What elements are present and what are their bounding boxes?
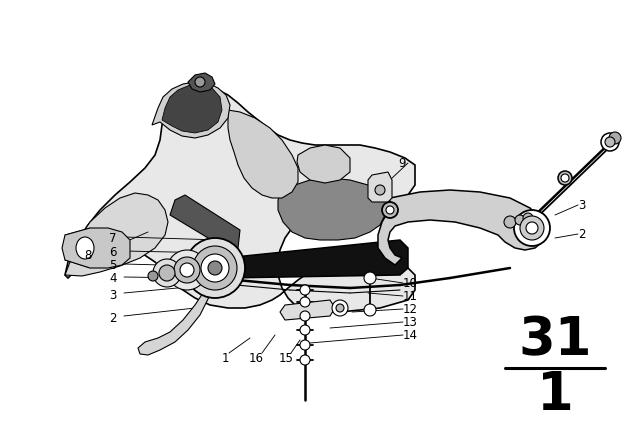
Circle shape bbox=[167, 250, 207, 290]
Circle shape bbox=[195, 77, 205, 87]
Text: 4: 4 bbox=[109, 271, 116, 284]
Circle shape bbox=[526, 222, 538, 234]
Ellipse shape bbox=[76, 237, 94, 259]
Circle shape bbox=[208, 261, 222, 275]
Polygon shape bbox=[215, 240, 408, 278]
Circle shape bbox=[148, 271, 158, 281]
Circle shape bbox=[300, 325, 310, 335]
Polygon shape bbox=[170, 195, 240, 250]
Circle shape bbox=[300, 311, 310, 321]
Circle shape bbox=[375, 185, 385, 195]
Polygon shape bbox=[65, 88, 415, 312]
Circle shape bbox=[153, 259, 181, 287]
Polygon shape bbox=[228, 110, 298, 198]
Circle shape bbox=[386, 206, 394, 214]
Polygon shape bbox=[278, 178, 388, 240]
Text: 3: 3 bbox=[579, 198, 586, 211]
Circle shape bbox=[174, 257, 200, 283]
Polygon shape bbox=[162, 84, 222, 133]
Circle shape bbox=[609, 132, 621, 144]
Circle shape bbox=[382, 202, 398, 218]
Text: 7: 7 bbox=[109, 232, 116, 245]
Circle shape bbox=[332, 300, 348, 316]
Polygon shape bbox=[152, 82, 230, 138]
Circle shape bbox=[336, 304, 344, 312]
Text: 13: 13 bbox=[403, 315, 417, 328]
Circle shape bbox=[300, 340, 310, 350]
Circle shape bbox=[605, 137, 615, 147]
Circle shape bbox=[601, 133, 619, 151]
Circle shape bbox=[193, 246, 237, 290]
Polygon shape bbox=[378, 190, 545, 265]
Circle shape bbox=[558, 171, 572, 185]
Polygon shape bbox=[368, 172, 392, 202]
Polygon shape bbox=[188, 73, 215, 92]
Text: 16: 16 bbox=[248, 352, 264, 365]
Text: 10: 10 bbox=[403, 276, 417, 289]
Circle shape bbox=[520, 216, 544, 240]
Polygon shape bbox=[138, 275, 215, 355]
Text: 2: 2 bbox=[579, 228, 586, 241]
Text: 2: 2 bbox=[109, 311, 116, 324]
Circle shape bbox=[159, 265, 175, 281]
Text: 14: 14 bbox=[403, 328, 417, 341]
Circle shape bbox=[523, 213, 533, 223]
Polygon shape bbox=[280, 300, 335, 320]
Circle shape bbox=[364, 272, 376, 284]
Polygon shape bbox=[65, 193, 168, 276]
Circle shape bbox=[300, 297, 310, 307]
Circle shape bbox=[180, 263, 194, 277]
Text: 8: 8 bbox=[84, 249, 92, 262]
Text: 31: 31 bbox=[518, 314, 592, 366]
Circle shape bbox=[514, 210, 550, 246]
Text: 1: 1 bbox=[221, 352, 228, 365]
Circle shape bbox=[185, 238, 245, 298]
Text: 6: 6 bbox=[109, 246, 116, 258]
Text: 12: 12 bbox=[403, 302, 417, 315]
Circle shape bbox=[300, 285, 310, 295]
Circle shape bbox=[364, 304, 376, 316]
Circle shape bbox=[504, 216, 516, 228]
Text: 15: 15 bbox=[278, 352, 293, 365]
Circle shape bbox=[300, 355, 310, 365]
Circle shape bbox=[201, 254, 229, 282]
Polygon shape bbox=[297, 145, 350, 183]
Circle shape bbox=[515, 215, 525, 225]
Text: 5: 5 bbox=[109, 258, 116, 271]
Text: 9: 9 bbox=[398, 156, 406, 169]
Text: 1: 1 bbox=[536, 369, 573, 421]
Polygon shape bbox=[62, 228, 130, 268]
Text: 3: 3 bbox=[109, 289, 116, 302]
Circle shape bbox=[561, 174, 569, 182]
Text: 11: 11 bbox=[403, 289, 417, 302]
